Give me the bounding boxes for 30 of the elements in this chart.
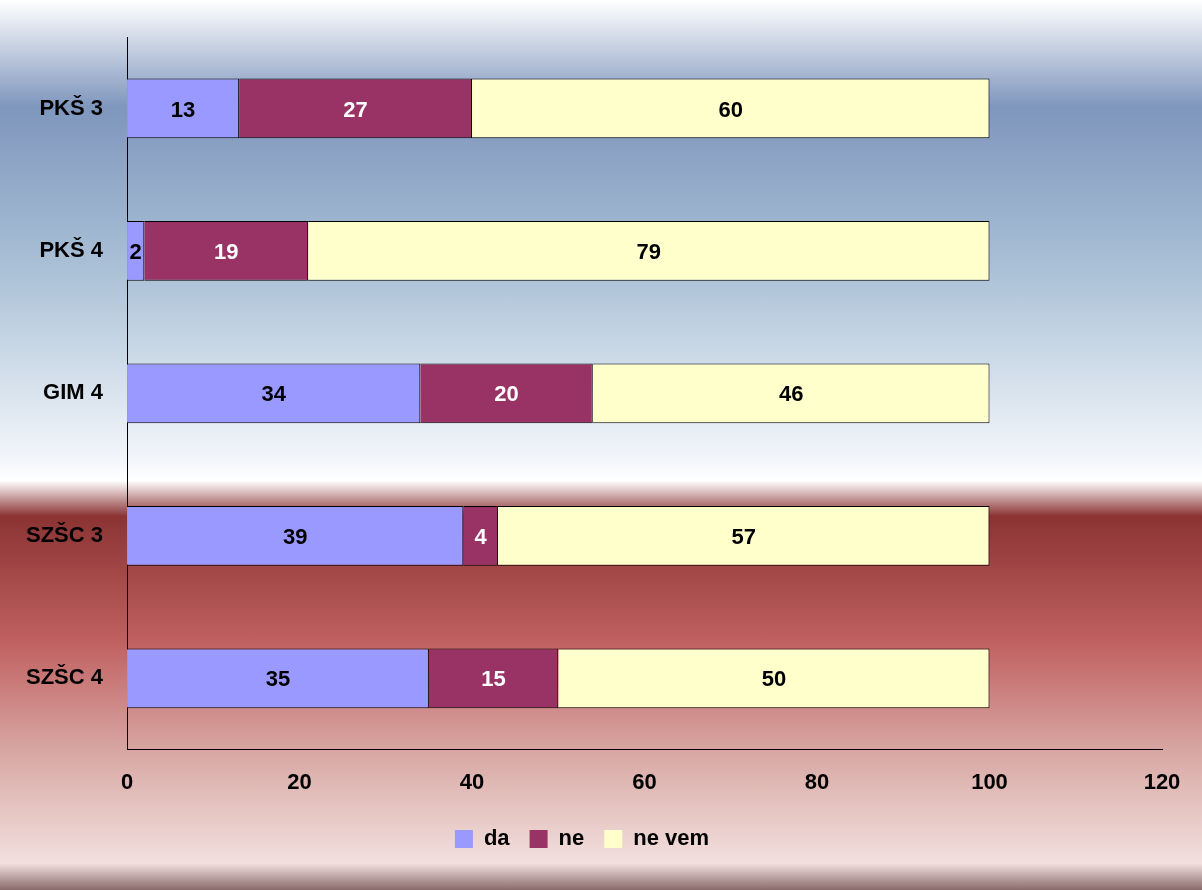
- x-tick-label: 60: [632, 768, 657, 794]
- y-tick-label: SZŠC 3: [25, 521, 104, 547]
- data-label: 19: [213, 238, 239, 264]
- data-label: 27: [343, 96, 368, 122]
- legend-label: da: [483, 825, 511, 851]
- data-label: 20: [494, 381, 519, 407]
- data-label: 46: [778, 381, 804, 407]
- x-tick-label: 120: [1143, 768, 1181, 794]
- x-tick-label: 80: [804, 768, 830, 794]
- x-tick-label: 0: [120, 768, 134, 794]
- x-tick-label: 100: [971, 768, 1008, 794]
- x-tick-label: 40: [459, 768, 485, 794]
- y-tick-label: SZŠC 4: [25, 664, 104, 690]
- data-label: 79: [636, 238, 662, 264]
- legend-label: ne: [558, 825, 585, 851]
- data-label: 60: [718, 96, 743, 122]
- data-label: 4: [474, 523, 488, 549]
- legend-label: ne vem: [633, 825, 710, 851]
- data-label: 13: [170, 96, 196, 122]
- data-label: 15: [481, 666, 506, 692]
- y-tick-label: GIM 4: [43, 379, 104, 405]
- data-label: 2: [129, 238, 142, 264]
- data-label: 50: [761, 666, 787, 692]
- data-label: 35: [265, 666, 291, 692]
- x-tick-label: 20: [287, 768, 312, 794]
- data-label: 34: [261, 381, 287, 407]
- data-label: 57: [731, 523, 756, 549]
- y-tick-label: PKŠ 4: [39, 236, 104, 262]
- y-tick-label: PKŠ 3: [39, 94, 104, 120]
- data-label: 39: [282, 523, 308, 549]
